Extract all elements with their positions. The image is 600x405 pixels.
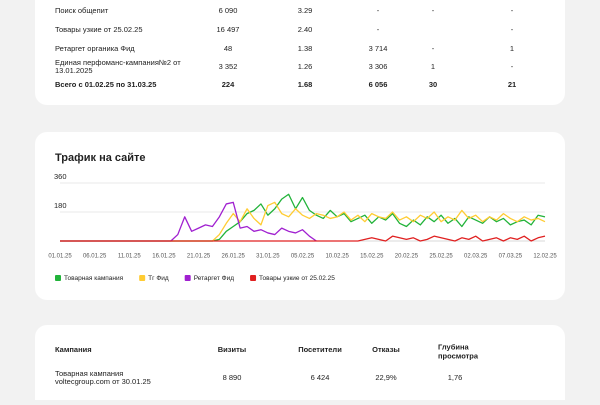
table-cell: -: [377, 6, 380, 15]
x-tick-label: 31.01.25: [256, 254, 280, 260]
table-cell: 1,76: [448, 373, 463, 382]
table-cell: 2.40: [298, 25, 313, 34]
x-tick-label: 12.02.25: [533, 254, 557, 260]
table-cell: 30: [429, 80, 437, 89]
x-tick-label: 05.02.25: [291, 254, 315, 260]
x-tick-label: 26.01.25: [222, 254, 246, 260]
table-cell: -: [511, 25, 514, 34]
table-cell: 16 497: [217, 25, 240, 34]
row-label: Товарная кампания voltecgroup.com от 30.0…: [55, 369, 151, 386]
x-tick-label: 16.01.25: [152, 254, 176, 260]
table-cell: 1: [431, 62, 435, 71]
legend-swatch: [55, 275, 61, 281]
chart-card: [35, 132, 565, 300]
row-label: Единая перфоманс-кампания№2 от 13.01.2025: [55, 58, 181, 75]
table-cell: 8 890: [223, 373, 242, 382]
legend-label: Товары узкие от 25.02.25: [259, 275, 335, 282]
table-cell: 3.29: [298, 6, 313, 15]
legend-label: Ретаргет Фид: [194, 275, 235, 282]
column-header: Кампания: [55, 345, 92, 354]
row-label: Ретаргет органика Фид: [55, 44, 135, 53]
x-tick-label: 07.03.25: [499, 254, 523, 260]
column-header: Отказы: [372, 345, 400, 354]
table-cell: -: [432, 6, 435, 15]
series-line: [60, 235, 546, 242]
table-cell: 48: [224, 44, 232, 53]
x-tick-label: 25.02.25: [429, 254, 453, 260]
column-header: Глубина просмотра: [438, 342, 479, 360]
summary-card: [35, 0, 565, 105]
x-tick-label: 20.02.25: [395, 254, 419, 260]
table-cell: 3 714: [369, 44, 388, 53]
table-cell: -: [432, 44, 435, 53]
x-tick-label: 01.01.25: [48, 254, 72, 260]
table-cell: 6 090: [219, 6, 238, 15]
table-cell: 1.26: [298, 62, 313, 71]
legend-swatch: [184, 275, 191, 281]
legend-label: Товарная кампания: [64, 275, 124, 282]
table-cell: -: [377, 25, 380, 34]
row-label: Товары узкие от 25.02.25: [55, 25, 143, 34]
x-tick-label: 02.03.25: [464, 254, 488, 260]
legend-swatch: [139, 275, 146, 281]
column-header: Визиты: [218, 345, 246, 354]
chart-title: Трафик на сайте: [55, 152, 146, 164]
table-cell: -: [511, 6, 514, 15]
x-tick-label: 11.01.25: [118, 254, 142, 260]
table-cell: 6 424: [311, 373, 330, 382]
campaign-card: [35, 325, 565, 405]
table-cell: 22,9%: [375, 373, 397, 382]
row-label: Всего с 01.02.25 по 31.03.25: [55, 80, 156, 89]
table-cell: 3 352: [219, 62, 238, 71]
y-tick-label: 180: [54, 201, 67, 210]
table-cell: 6 056: [369, 80, 388, 89]
table-cell: -: [511, 62, 514, 71]
x-tick-label: 06.01.25: [83, 254, 107, 260]
table-cell: 1.68: [298, 80, 313, 89]
x-tick-label: 15.02.25: [360, 254, 384, 260]
x-tick-label: 10.02.25: [325, 254, 349, 260]
x-tick-label: 21.01.25: [187, 254, 211, 260]
legend-label: Тг Фид: [148, 275, 169, 282]
table-cell: 1.38: [298, 44, 313, 53]
y-tick-label: 360: [54, 172, 67, 181]
table-cell: 3 306: [369, 62, 388, 71]
table-cell: 21: [508, 80, 516, 89]
table-cell: 1: [510, 44, 514, 53]
legend-swatch: [250, 275, 257, 281]
column-header: Посетители: [298, 345, 342, 354]
table-cell: 224: [222, 80, 235, 89]
row-label: Поиск общепит: [55, 6, 109, 15]
